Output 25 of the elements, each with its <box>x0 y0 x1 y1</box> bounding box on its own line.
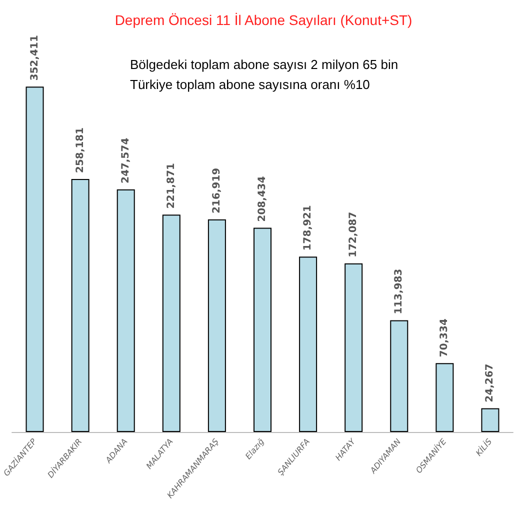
bar <box>208 219 226 432</box>
bar <box>481 408 500 432</box>
data-label: 216,919 <box>211 168 222 214</box>
bar <box>390 320 408 432</box>
data-label: 208,434 <box>257 176 268 222</box>
chart-title: Deprem Öncesi 11 İl Abone Sayıları (Konut+ST) <box>114 12 412 28</box>
data-label: 172,087 <box>348 212 360 258</box>
data-label: 24,267 <box>484 364 496 402</box>
data-label: 113,983 <box>394 268 405 314</box>
bar <box>254 228 272 432</box>
data-label: 258,181 <box>74 127 86 173</box>
data-label: 352,411 <box>29 35 40 81</box>
data-label: 247,574 <box>120 138 132 184</box>
bar <box>116 189 135 432</box>
bar <box>299 256 318 432</box>
bar <box>26 86 44 432</box>
data-label: 178,921 <box>302 205 314 251</box>
text: Bölgedeki toplam abone sayısı 2 milyon 65 bin <box>130 57 398 72</box>
bar <box>344 263 363 432</box>
annotation: Türkiye toplam abone sayısına oranı %10 <box>130 77 370 92</box>
bar <box>162 214 180 432</box>
data-label: 221,871 <box>166 162 177 209</box>
bar <box>436 363 454 432</box>
data-label: 70,334 <box>439 318 450 358</box>
bar <box>71 178 90 432</box>
